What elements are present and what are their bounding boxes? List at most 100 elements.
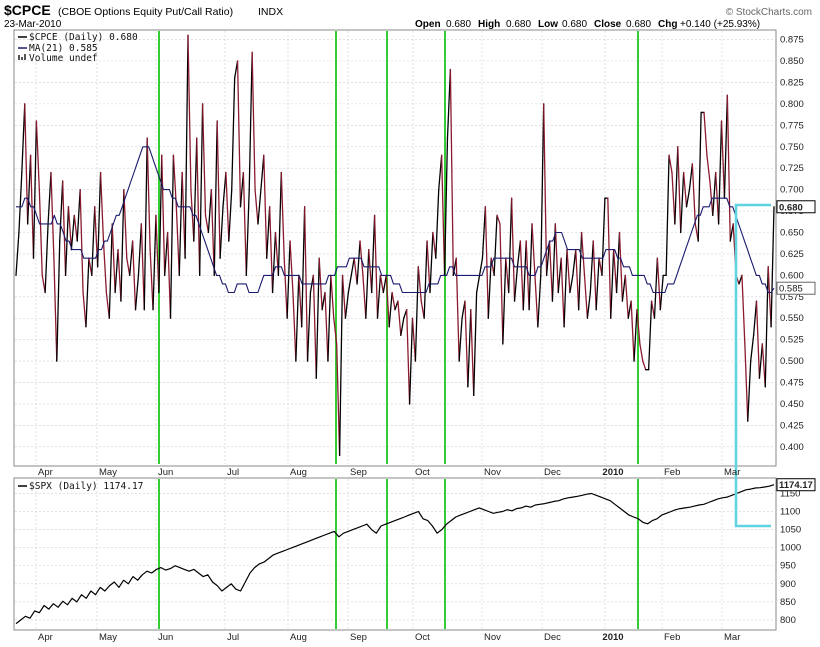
cpce-line-segment [27, 154, 32, 225]
cpce-line-segment [408, 317, 414, 405]
cpce-line-segment [755, 300, 761, 379]
cpce-line-segment [257, 188, 262, 225]
cpce-line-segment [522, 240, 527, 311]
x-tick-label: Mar [724, 467, 740, 478]
axis-layer: 0.400 0.425 0.450 0.475 0.500 0.525 0.550 0.575… [38, 35, 816, 643]
cpce-line-segment [414, 266, 419, 362]
cpce-line-segment [537, 274, 542, 328]
cpce-line-segment [158, 154, 163, 294]
cpce-line-segment [216, 120, 221, 259]
cpce-line-segment [647, 300, 653, 371]
cpce-line-segment [73, 214, 78, 242]
cpce-line-segment [53, 257, 58, 362]
y-tick-label: 1100 [780, 507, 800, 518]
cpce-panel-frame [13, 29, 777, 467]
chart-date: 23-Mar-2010 [4, 19, 62, 30]
legend-item-ma: MA(21) 0.585 [29, 43, 98, 54]
cpce-line-segment [356, 240, 361, 285]
legend-item-volume: Volume undef [29, 53, 98, 64]
cpce-line-segment [607, 197, 612, 319]
x-tick-label: Oct [415, 467, 430, 478]
cpce-line-segment [502, 257, 507, 345]
cpce-line-segment [298, 274, 303, 328]
cpce-line-segment [572, 248, 577, 277]
y-tick-label: 0.525 [780, 335, 804, 346]
cpce-line-segment [315, 257, 320, 379]
cpce-line-segment [685, 188, 691, 208]
cpce-line-segment [385, 274, 390, 328]
cpce-line-segment [289, 240, 294, 294]
cpce-line-segment [691, 163, 696, 225]
cpce-line-segment [76, 188, 81, 242]
cpce-line-segment [242, 171, 247, 277]
cpce-line-segment [268, 206, 274, 294]
x-tick-label: Feb [664, 632, 680, 643]
open-label: Open [415, 19, 441, 30]
cpce-line-segment [682, 171, 688, 208]
cpce-line-segment [21, 103, 26, 174]
cpce-line-segment [108, 223, 113, 319]
cpce-line-segment [94, 206, 99, 268]
cpce-line-segment [443, 137, 449, 277]
cpce-line-segment [569, 274, 574, 294]
y-tick-label: 1150 [780, 488, 800, 499]
cpce-line-segment [47, 171, 52, 225]
y-tick-label: 0.875 [780, 35, 804, 46]
cpce-line-segment [32, 120, 38, 259]
cpce-line-segment [540, 103, 545, 277]
cpce-line-segment [621, 274, 626, 302]
cpce-line-segment [750, 334, 755, 362]
x-tick-label: Apr [38, 632, 53, 643]
cpce-line-segment [717, 120, 723, 225]
cpce-line-segment [184, 34, 189, 259]
cpce-line-segment [761, 343, 766, 388]
cpce-line-segment [563, 248, 568, 328]
cpce-line-segment [210, 188, 215, 277]
cpce-line-segment [146, 137, 151, 251]
cpce-line-segment [376, 274, 382, 319]
cpce-line-segment [636, 309, 641, 345]
y-tick-label: 950 [780, 561, 796, 572]
cpce-line-segment [653, 257, 659, 319]
cpce-line-segment [680, 171, 685, 234]
cpce-line-segment [752, 300, 758, 337]
cpce-line-segment [449, 68, 454, 277]
cpce-line-segment [312, 274, 317, 379]
y-tick-label: 0.700 [780, 185, 804, 196]
cpce-line-segment [251, 51, 256, 191]
cpce-line-segment [400, 317, 405, 337]
cpce-line-segment [280, 171, 285, 259]
x-tick-label: Aug [290, 467, 307, 478]
cpce-line-segment [350, 257, 355, 277]
change-label: Chg [658, 19, 677, 30]
x-tick-label: May [99, 632, 117, 643]
close-value: 0.680 [626, 19, 651, 30]
cpce-line-segment [709, 180, 714, 216]
y-tick-label: 0.725 [780, 163, 804, 174]
y-tick-label: 0.650 [780, 227, 804, 238]
cpce-line-segment [487, 257, 492, 319]
cpce-line-segment [566, 248, 571, 294]
series-layer [15, 34, 775, 625]
cpce-line-segment [152, 214, 157, 311]
y-tick-label: 0.450 [780, 399, 804, 410]
cpce-line-segment [481, 206, 487, 259]
cpce-line-segment [720, 120, 726, 199]
cpce-line-segment [161, 154, 166, 277]
y-tick-label: 0.750 [780, 142, 804, 153]
cpce-line-segment [493, 214, 498, 277]
cpce-line-segment [560, 257, 565, 328]
cpce-line-segment [15, 231, 20, 277]
cpce-line-segment [231, 77, 236, 191]
cpce-line-segment [368, 248, 373, 294]
cpce-line-segment [505, 257, 510, 294]
x-tick-label: Jun [158, 467, 173, 478]
watermark: © StockCharts.com [726, 7, 812, 18]
cpce-line-segment [38, 188, 43, 277]
cpce-line-segment [362, 274, 367, 319]
cpce-line-segment [575, 248, 580, 311]
low-label: Low [538, 19, 558, 30]
cpce-line-segment [166, 231, 172, 319]
cpce-line-segment [642, 360, 647, 371]
cpce-line-segment [196, 137, 201, 277]
